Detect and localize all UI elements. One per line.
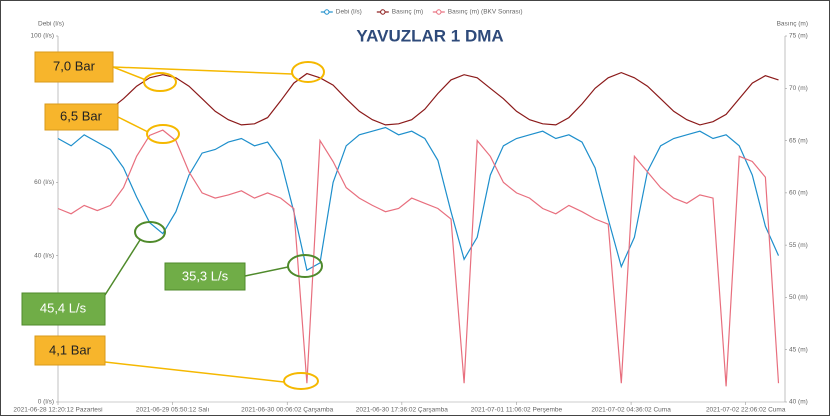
highlight (143, 72, 177, 92)
highlight (134, 221, 166, 243)
annotations: 7,0 Bar 6,5 Bar 35,3 L/s 45,4 L/s 4,1 Ba… (21, 51, 325, 390)
arrow (104, 361, 285, 383)
legend-marker (436, 9, 442, 15)
chart-title: YAVUZLAR 1 DMA (356, 26, 503, 45)
x-tick-label: 2021-07-02 04:36:02 Cuma (591, 407, 671, 414)
legend: Debi (l/s) Basınç (m) Basınç (m) (BKV Sonr… (320, 9, 523, 16)
x-tick-label: 2021-06-29 05:50:12 Salı (136, 407, 210, 414)
callout-text: 6,5 Bar (60, 108, 103, 123)
callout-box (44, 103, 119, 131)
callout-text: 7,0 Bar (53, 58, 96, 73)
callout-box (34, 51, 114, 83)
callout-box (34, 335, 106, 366)
x-tick-label: 2021-07-02 22:06:02 Cuma (706, 407, 786, 414)
series-line (57, 126, 780, 272)
legend-label: Debi (l/s) (336, 9, 362, 16)
y-tick-label: 40 (l/s) (34, 252, 54, 259)
callout-text: 45,4 L/s (40, 300, 87, 315)
legend-marker (380, 9, 386, 15)
callout-box (164, 262, 246, 291)
plot-area (57, 71, 780, 387)
highlight (291, 61, 325, 83)
callout-text: 4,1 Bar (49, 342, 92, 357)
y2-tick-label: 55 (m) (789, 242, 808, 249)
y2-axis-title: Basınç (m) (777, 21, 808, 28)
arrow (112, 66, 147, 81)
y-axis-title: Debi (l/s) (38, 21, 64, 28)
y2-tick-label: 40 (m) (789, 399, 808, 406)
y-tick-label: 60 (l/s) (34, 179, 54, 186)
x-tick-label: 2021-07-01 11:06:02 Perşembe (471, 407, 563, 414)
y2-tick-label: 70 (m) (789, 85, 808, 92)
y2-tick-label: 45 (m) (789, 346, 808, 353)
y2-tick-label: 60 (m) (789, 190, 808, 197)
highlight (146, 124, 180, 144)
y2-tick-label: 75 (m) (789, 33, 808, 40)
highlight (283, 372, 319, 390)
series-line (57, 129, 780, 387)
y2-tick-label: 65 (m) (789, 137, 808, 144)
y-tick-label: 0 (l/s) (38, 399, 54, 406)
legend-label: Basınç (m) (BKV Sonrası) (448, 9, 523, 16)
legend-marker (324, 9, 330, 15)
callout-text: 35,3 L/s (182, 268, 229, 283)
callout-box (21, 292, 106, 326)
arrow (117, 116, 149, 133)
y2-tick-label: 50 (m) (789, 294, 808, 301)
x-tick-label: 2021-06-30 00:06:02 Çarşamba (241, 407, 334, 414)
x-tick-label: 2021-06-30 17:36:02 Çarşamba (356, 407, 449, 414)
arrow (104, 239, 141, 296)
arrow (244, 266, 289, 277)
legend-label: Basınç (m) (392, 9, 423, 16)
y-tick-label: 100 (l/s) (31, 33, 54, 40)
highlight (287, 254, 323, 278)
x-tick-label: 2021-06-28 12:20:12 Pazartesi (13, 407, 102, 414)
series-line (57, 71, 779, 126)
arrow (112, 66, 293, 75)
